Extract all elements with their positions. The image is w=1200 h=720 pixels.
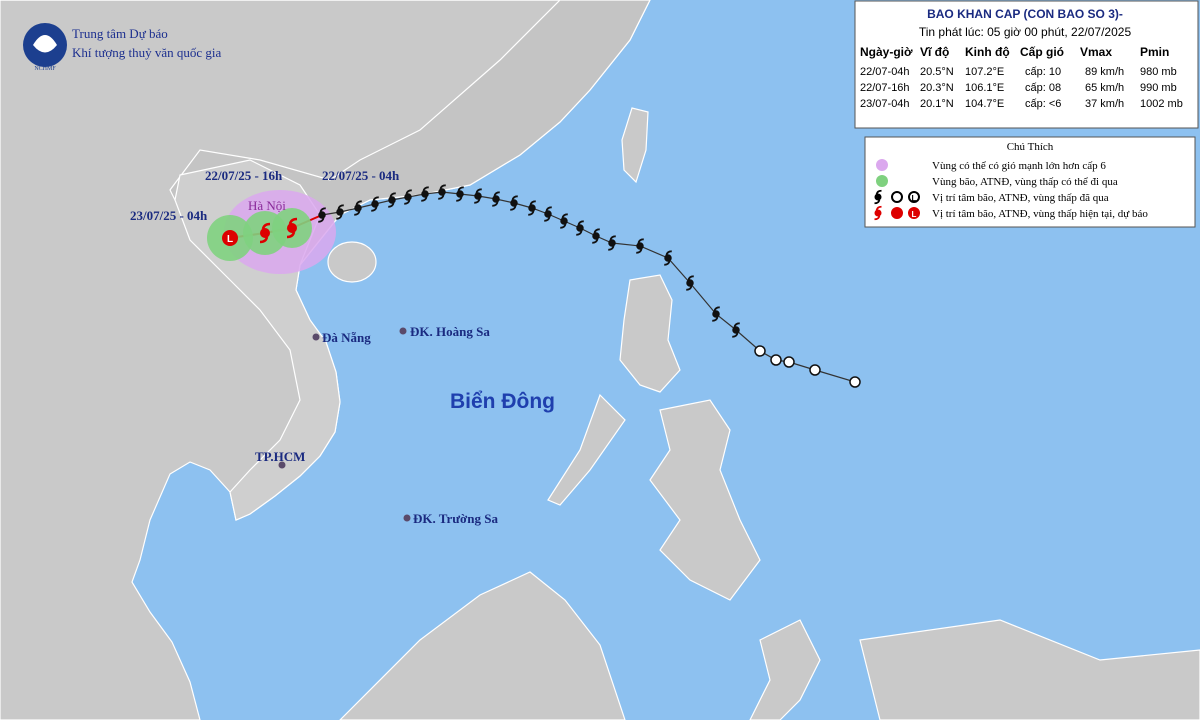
legend-item: Vị trí tâm bão, ATNĐ, vùng thấp đã qua — [932, 192, 1109, 204]
legend-ring — [891, 207, 903, 219]
table-cell: 22/07-04h — [860, 66, 910, 78]
past-low — [849, 376, 861, 388]
place-label: TP.HCM — [255, 449, 305, 464]
legend-item: Vùng có thể có gió mạnh lớn hơn cấp 6 — [932, 160, 1106, 172]
place-dot — [399, 327, 407, 335]
labels: 22/07/25 - 16h 22/07/25 - 04h 23/07/25 - 0… — [130, 168, 555, 526]
legend-ring — [908, 207, 920, 219]
sea-label: Biển Đông — [450, 390, 555, 413]
forecast-low — [222, 230, 238, 246]
table-header: Pmin — [1140, 45, 1169, 59]
info-box-frame — [854, 0, 1199, 129]
place-label: ĐK. Trường Sa — [413, 511, 498, 526]
legend-ring — [908, 191, 920, 203]
new-guinea — [859, 619, 1200, 720]
track: L — [207, 184, 861, 388]
table-cell: 104.7°E — [965, 98, 1004, 110]
table-cell: 89 km/h — [1085, 66, 1124, 78]
logo: NCHMF Trung tâm Dự báo Khí tượng thuỷ vă… — [23, 23, 222, 72]
table-cell: 106.1°E — [965, 82, 1004, 94]
table-cell: 980 mb — [1140, 66, 1177, 78]
table-header: Kinh độ — [965, 45, 1010, 59]
table-cell: cấp: 10 — [1025, 66, 1061, 78]
legend-box: Chú Thích LL Vùng có thể có gió mạnh lớn … — [864, 136, 1196, 228]
logo-mark — [33, 35, 57, 53]
time-label: 22/07/25 - 16h — [205, 168, 283, 183]
place-label: ĐK. Hoàng Sa — [410, 324, 490, 339]
legend-swatch — [876, 175, 888, 187]
past-low — [770, 354, 782, 366]
table-header: Vmax — [1080, 45, 1112, 59]
visayas-mindanao — [649, 399, 761, 601]
logo-text: NCHMF — [34, 66, 56, 72]
table-cell: 20.3°N — [920, 82, 954, 94]
time-label: 23/07/25 - 04h — [130, 208, 208, 223]
table-header: Cấp gió — [1020, 45, 1064, 59]
place-label: Đà Nẵng — [322, 330, 371, 345]
past-low — [809, 364, 821, 376]
table-cell: 23/07-04h — [860, 98, 910, 110]
legend-title: Chú Thích — [1007, 141, 1054, 153]
table-cell: cấp: <6 — [1025, 98, 1061, 110]
borneo — [339, 571, 626, 720]
table-cell: 37 km/h — [1085, 98, 1124, 110]
legend-low: L — [912, 194, 917, 203]
table-header: Ngày-giờ — [860, 45, 913, 59]
table-cell: 65 km/h — [1085, 82, 1124, 94]
past-low — [754, 345, 766, 357]
table-cell: 20.5°N — [920, 66, 954, 78]
table-cell: 1002 mb — [1140, 98, 1183, 110]
hainan — [327, 241, 377, 283]
legend-item: Vị trí tâm bão, ATNĐ, vùng thấp hiện tại… — [932, 208, 1148, 220]
legend-ring — [891, 191, 903, 203]
palawan — [547, 393, 626, 506]
track-line — [321, 191, 856, 383]
sulawesi — [749, 619, 821, 720]
legend-frame — [864, 136, 1196, 228]
info-box: BAO KHAN CAP (CON BAO SO 3)- Tin phát lú… — [854, 0, 1199, 129]
legend-swatch — [876, 159, 888, 171]
place-dot — [278, 461, 286, 469]
table-cell: cấp: 08 — [1025, 82, 1061, 94]
time-label: 22/07/25 - 04h — [322, 168, 400, 183]
place-dot — [312, 333, 320, 341]
org-line: Khí tượng thuỷ văn quốc gia — [72, 45, 222, 60]
table-cell: 107.2°E — [965, 66, 1004, 78]
taiwan — [621, 107, 649, 184]
table-cell: 990 mb — [1140, 82, 1177, 94]
table-cell: 20.1°N — [920, 98, 954, 110]
info-title: BAO KHAN CAP (CON BAO SO 3)- — [927, 7, 1123, 21]
legend-item: Vùng bão, ATNĐ, vùng thấp có thể đi qua — [932, 176, 1118, 188]
issued: Tin phát lúc: 05 giờ 00 phút, 22/07/2025 — [919, 25, 1132, 39]
table-cell: 22/07-16h — [860, 82, 910, 94]
place-dot — [403, 514, 411, 522]
table-header: Vĩ độ — [920, 45, 949, 59]
legend-low: L — [912, 210, 917, 219]
low-letter: L — [227, 234, 233, 245]
org-line: Trung tâm Dự báo — [72, 26, 168, 41]
luzon — [619, 274, 681, 393]
past-low — [783, 356, 795, 368]
place-label: Hà Nội — [248, 198, 286, 213]
